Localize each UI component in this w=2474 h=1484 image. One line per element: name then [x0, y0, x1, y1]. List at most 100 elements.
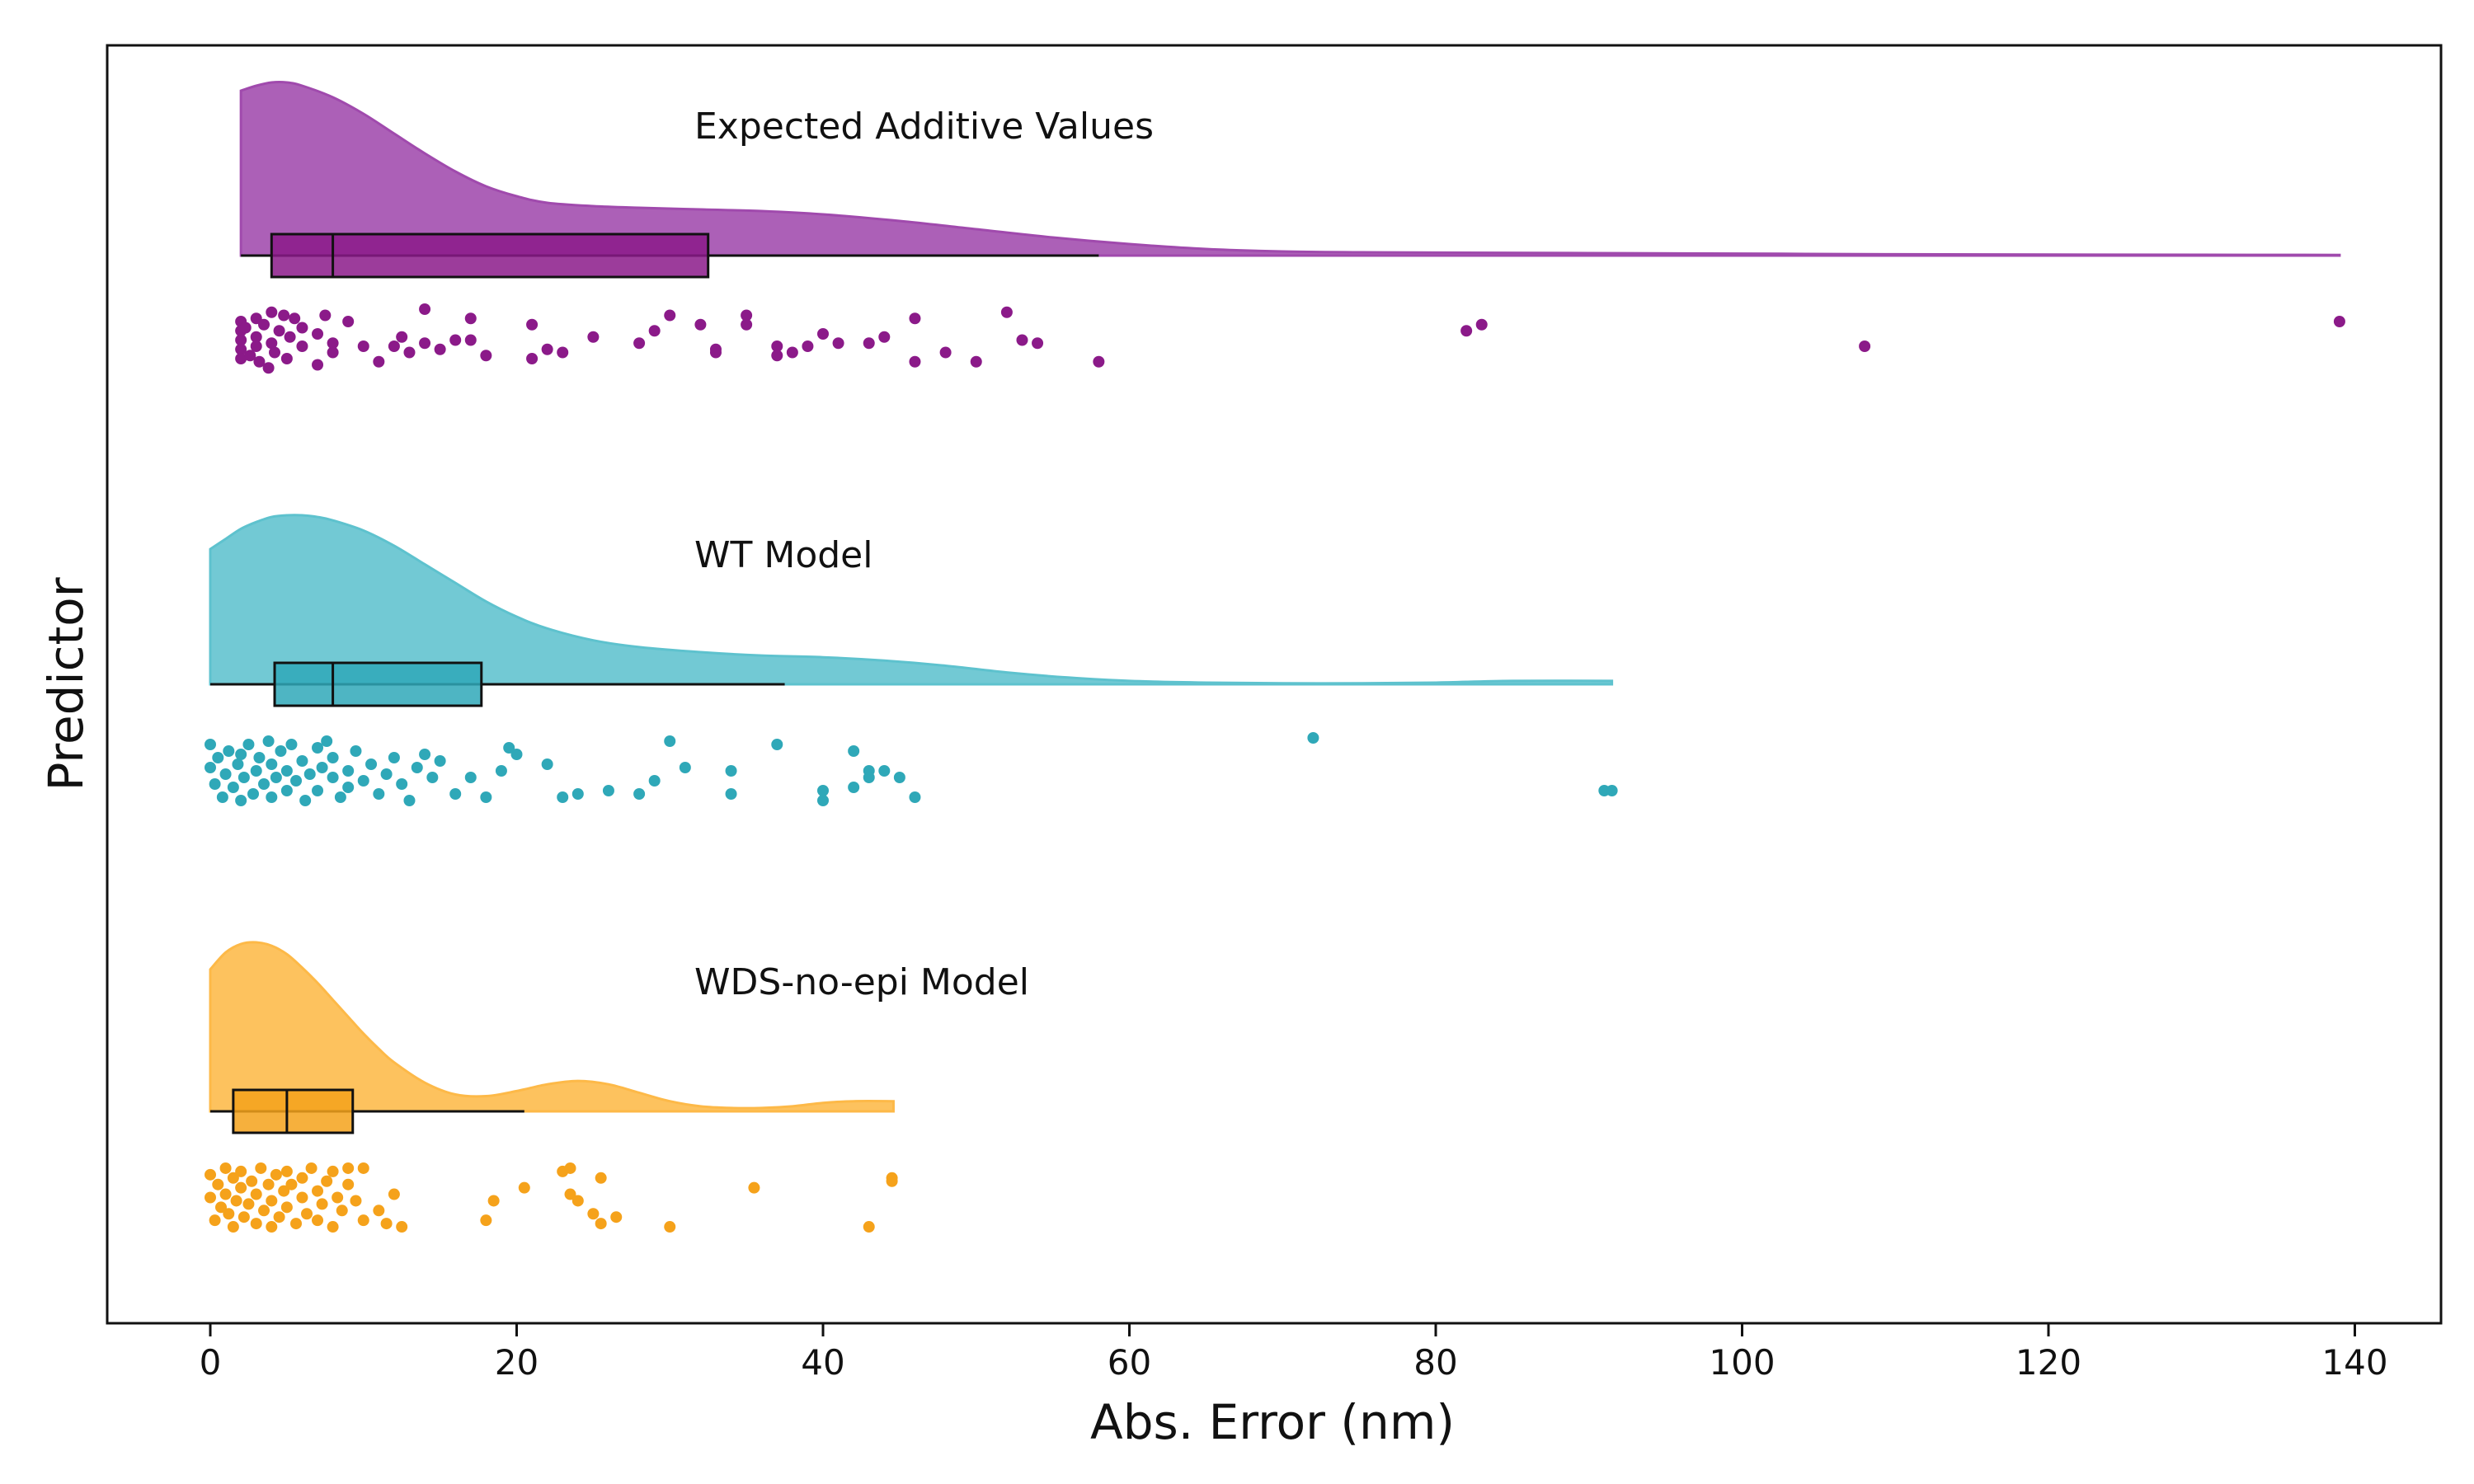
data-point [411, 762, 423, 773]
data-point [725, 788, 737, 800]
data-point [357, 340, 369, 352]
series-label: WDS-no-epi Model [694, 961, 1029, 1003]
x-tick-label: 60 [1108, 1342, 1151, 1383]
data-point [299, 795, 312, 806]
data-point [832, 337, 844, 350]
data-point [1606, 785, 1618, 796]
data-point [342, 1162, 355, 1174]
data-point [464, 772, 477, 783]
data-point [205, 1168, 216, 1181]
data-point [258, 1205, 270, 1217]
data-point [327, 1221, 339, 1233]
data-point [970, 355, 982, 368]
data-point [230, 1195, 242, 1207]
data-point [380, 768, 393, 780]
data-point [817, 328, 829, 340]
data-point [587, 331, 600, 343]
data-point [336, 1205, 348, 1217]
series-label: Expected Additive Values [694, 106, 1154, 148]
x-tick-label: 40 [801, 1342, 844, 1383]
data-point [312, 1214, 324, 1227]
data-point [250, 331, 262, 343]
data-point [219, 1162, 232, 1174]
data-point [278, 309, 290, 322]
data-point [242, 739, 255, 750]
data-point [748, 1181, 760, 1194]
data-point [342, 782, 355, 793]
data-point [449, 334, 462, 346]
data-point [239, 322, 252, 334]
data-point [235, 1165, 247, 1177]
data-point [223, 745, 235, 757]
data-point [266, 1195, 278, 1207]
data-point [464, 312, 477, 325]
data-point [419, 303, 431, 315]
data-point [595, 1218, 607, 1230]
iqr-box [270, 232, 710, 279]
x-tick-label: 100 [1709, 1342, 1775, 1383]
data-point [878, 765, 891, 777]
data-point [480, 1214, 492, 1227]
data-point [863, 1221, 875, 1233]
data-point [219, 1188, 232, 1200]
data-point [216, 791, 228, 803]
data-point [786, 346, 798, 359]
data-point [848, 782, 860, 793]
data-point [296, 1191, 308, 1204]
data-point [396, 331, 408, 343]
data-point [878, 331, 891, 343]
data-point [357, 1214, 369, 1227]
data-point [280, 1201, 293, 1214]
data-point [396, 778, 408, 790]
data-point [232, 758, 244, 770]
data-point [725, 765, 737, 777]
data-point [510, 749, 523, 760]
data-point [205, 762, 216, 773]
data-point [327, 346, 339, 359]
x-axis: 0 20 40 60 80 100 120 140 [200, 1323, 2388, 1383]
data-point [633, 337, 646, 350]
data-point [238, 772, 250, 783]
data-point [255, 1162, 267, 1174]
data-point [541, 343, 553, 355]
data-point [1000, 306, 1013, 318]
series-layer: Expected Additive Values WT Model WDS-no-e… [205, 81, 2345, 1233]
data-point [817, 785, 829, 796]
data-point [648, 775, 661, 787]
data-point [802, 340, 814, 352]
plot-frame [106, 44, 2443, 1325]
data-point [209, 1214, 221, 1227]
data-point [342, 765, 355, 777]
data-point [557, 791, 569, 803]
data-point [564, 1162, 576, 1174]
data-point [319, 309, 332, 322]
data-point [305, 1162, 317, 1174]
data-point [848, 745, 860, 757]
data-point [321, 1175, 333, 1187]
data-point [602, 785, 614, 796]
x-axis-title: Abs. Error (nm) [1090, 1394, 1455, 1450]
data-point [1859, 340, 1871, 352]
data-point [273, 325, 285, 337]
data-point [771, 340, 783, 352]
data-point [557, 346, 569, 359]
series-group: Expected Additive Values [235, 81, 2345, 374]
x-tick-label: 120 [2015, 1342, 2081, 1383]
data-point [664, 309, 676, 322]
data-point [212, 752, 224, 763]
data-point [235, 795, 247, 806]
data-point [1093, 355, 1105, 368]
data-point [1475, 318, 1488, 331]
data-point [244, 350, 256, 362]
data-point [266, 758, 278, 770]
data-point [312, 1185, 324, 1197]
data-point [296, 1172, 308, 1184]
data-point [258, 778, 270, 790]
data-point [262, 1178, 275, 1190]
data-point [296, 322, 308, 334]
data-point [709, 343, 722, 355]
data-point [215, 1201, 228, 1214]
series-group: WT Model [205, 514, 1618, 806]
data-point [503, 742, 515, 754]
